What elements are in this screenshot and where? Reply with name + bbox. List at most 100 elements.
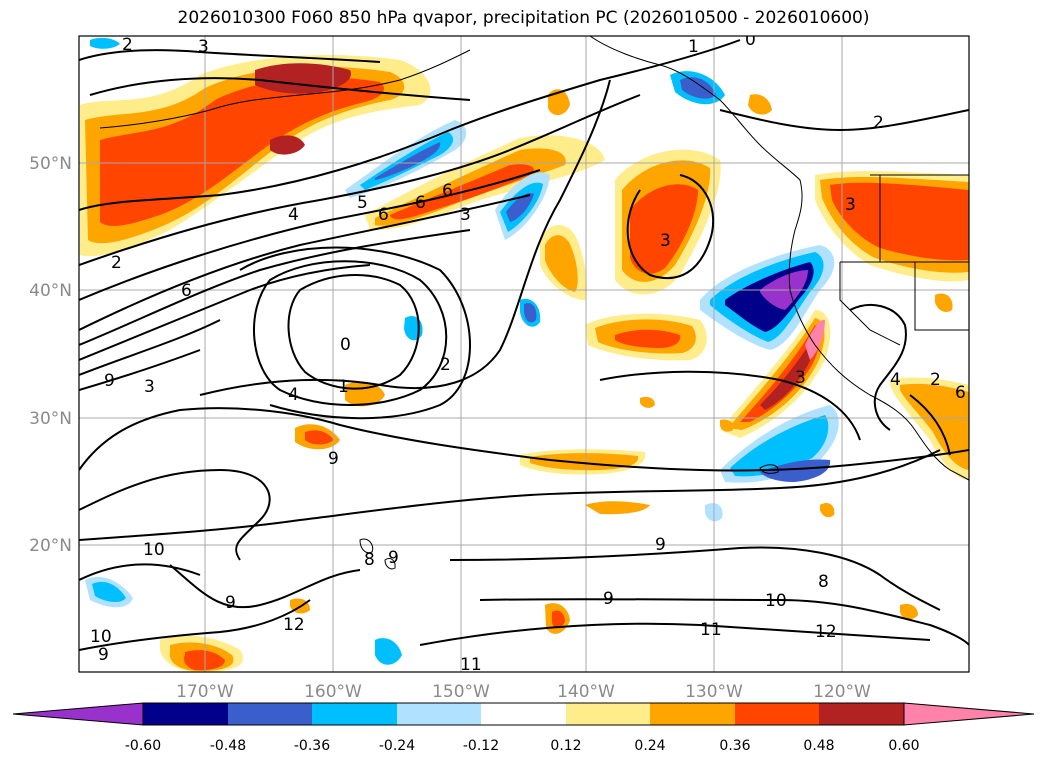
qvapor-contours [79,39,969,651]
contour-label: 8 [364,550,375,570]
lon-label: 170°W [176,682,234,702]
precip-region [270,135,305,155]
state-border [914,262,969,331]
contour-line [599,370,861,441]
contour-label: 10 [143,540,165,560]
contour-label: 6 [181,281,192,301]
precip-region [680,77,716,99]
precip-region [548,89,570,116]
contour-line [79,39,741,211]
contour-line [79,349,201,391]
precip-region [748,94,772,115]
precip-region [720,419,734,432]
contour-label: 11 [460,655,482,675]
contour-line [79,468,271,561]
contour-line [287,273,420,390]
coastline [589,36,969,481]
state-border [839,262,901,346]
precip-region [255,63,351,94]
colorbar-tick-label: -0.60 [125,738,161,754]
colorbar-tick-label: 0.60 [888,738,919,754]
colorbar-tick-label: 0.48 [803,738,834,754]
precip-region [630,184,698,274]
colorbar-ticks: -0.60 -0.48 -0.36 -0.24 -0.12 0.12 0.24 … [125,738,920,754]
colorbar-tick-label: 0.24 [634,738,665,754]
colorbar-segment [312,703,397,725]
contour-label: 9 [603,589,614,609]
colorbar-segment [481,703,566,725]
contour-label: 6 [415,193,426,213]
contour-label: 10 [90,627,112,647]
contour-label: 10 [765,591,787,611]
precip-region [615,329,681,348]
lat-label: 20°N [29,536,72,556]
map-border [78,35,970,673]
colorbar-tick-label: 0.36 [719,738,750,754]
colorbar-segment [650,703,735,725]
contour-line [479,598,969,646]
contour-label: 3 [660,231,671,251]
lon-label: 130°W [685,682,743,702]
contour-label: 6 [955,383,966,403]
contour-line [199,79,611,396]
contour-labels: 2 3 1 0 2 5 6 6 6 3 4 3 2 6 3 0 2 1 4 9 … [90,30,966,675]
contour-label: 4 [890,370,901,390]
contour-label: 12 [283,615,305,635]
precip-region [524,302,537,323]
precip-region [728,318,825,430]
precip-region [935,293,953,313]
lat-label: 30°N [29,409,72,429]
lon-axis-labels: 170°W 160°W 150°W 140°W 130°W 120°W [176,682,871,702]
contour-label: 3 [144,377,155,397]
contour-line [449,546,941,611]
colorbar-segment [735,703,819,725]
contour-line [79,49,381,63]
contour-line [626,174,715,280]
lat-label: 50°N [29,154,72,174]
contour-label: 2 [440,355,451,375]
contour-line [79,407,969,472]
precip-region [805,319,825,360]
contour-line [79,169,541,301]
contour-line [79,319,221,376]
colorbar-segment [228,703,312,725]
coastline [99,49,471,129]
contour-line [909,394,951,456]
colorbar-tick-label: -0.24 [379,738,415,754]
precip-region [740,325,820,422]
precip-region [375,142,441,180]
precip-region [760,459,831,482]
contour-line [849,304,907,431]
contour-line [79,563,201,581]
precip-region [305,430,334,445]
contour-label: 11 [700,620,722,640]
precip-region [640,396,655,408]
contour-label: 6 [378,205,389,225]
contour-line [719,109,969,132]
contour-label: 2 [930,370,941,390]
lon-label: 150°W [432,682,490,702]
colorbar: -0.60 -0.48 -0.36 -0.24 -0.12 0.12 0.24 … [12,702,1035,754]
contour-label: 0 [745,30,756,50]
lon-label: 160°W [304,682,362,702]
contour-label: 9 [225,593,236,613]
island [359,538,374,554]
colorbar-segment [397,703,481,725]
colorbar-segment [143,703,228,725]
colorbar-tick-label: -0.36 [294,738,330,754]
contour-label: 5 [357,193,368,213]
precip-region [545,235,578,292]
contour-line [419,622,931,646]
island [759,464,779,474]
contour-label: 12 [815,622,837,642]
colorbar-segment [566,703,650,725]
contour-label: 4 [288,385,299,405]
island [384,557,396,570]
contour-label: 3 [460,205,471,225]
precip-region [552,610,565,628]
contour-line [79,264,371,361]
contour-line [79,94,641,266]
contour-label: 2 [873,113,884,133]
contour-line [79,449,941,541]
